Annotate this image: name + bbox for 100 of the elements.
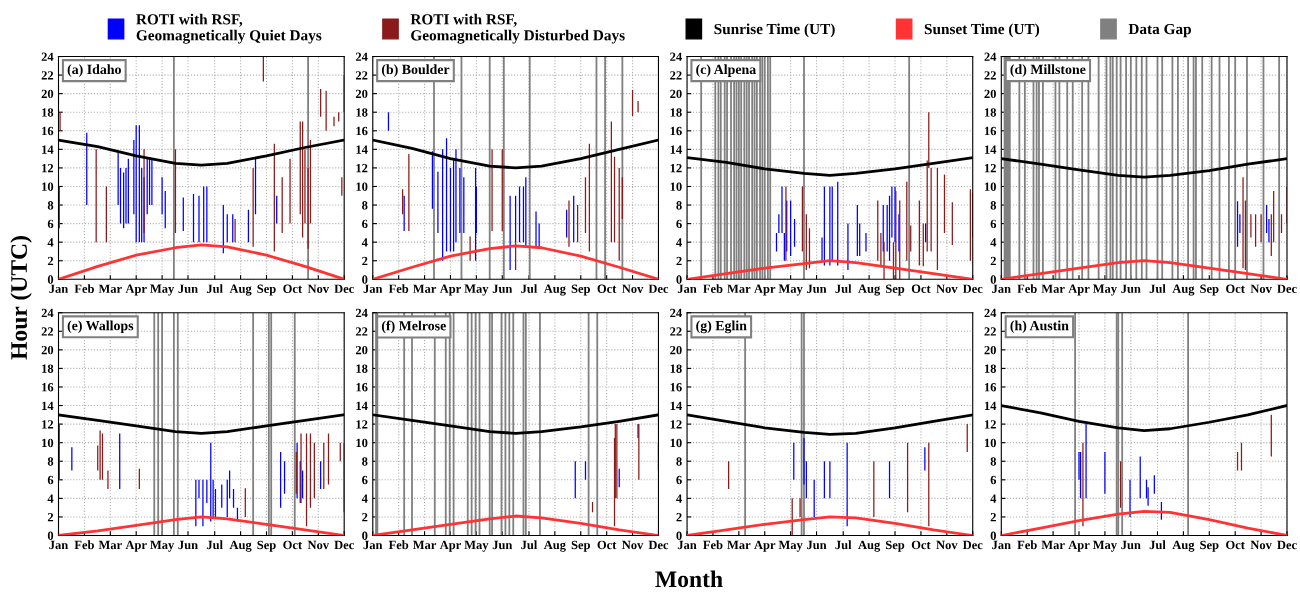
y-tick-label: 4: [990, 494, 997, 503]
y-tick-label: 4: [676, 494, 682, 503]
y-tick-label: 6: [676, 219, 682, 229]
x-tick-label: Jul: [206, 284, 223, 293]
y-tick-label: 22: [41, 71, 54, 80]
y-tick-label: 2: [676, 256, 682, 266]
y-tick-label: 10: [984, 182, 996, 191]
y-tick-label: 2: [47, 256, 54, 266]
x-tick-label: Nov: [622, 540, 644, 550]
x-tick-label: May: [464, 540, 489, 552]
x-tick-label: Jan: [992, 540, 1011, 550]
legend-label: Data Gap: [1128, 23, 1191, 38]
y-tick-label: 6: [990, 475, 997, 485]
x-tick-label: Jul: [521, 540, 538, 550]
y-tick-label: 12: [984, 163, 996, 173]
x-tick-label: Aug: [858, 540, 881, 552]
text: (f) Melrose: [381, 320, 446, 334]
y-tick-label: 10: [42, 182, 54, 191]
y-tick-label: 16: [670, 126, 682, 136]
y-tick-label: 24: [984, 308, 997, 318]
y-tick-label: 0: [676, 275, 682, 284]
y-tick-label: 20: [355, 89, 368, 99]
x-tick-label: Nov: [622, 284, 644, 293]
x-tick-label: Jan: [363, 540, 383, 550]
y-tick-label: 14: [670, 145, 682, 154]
y-tick-label: 14: [984, 145, 997, 154]
x-tick-label: Apr: [1068, 540, 1090, 552]
text: (b) Boulder: [381, 64, 450, 77]
y-tick-label: 2: [362, 512, 368, 522]
y-tick-label: 22: [41, 327, 54, 336]
y-tick-label: 10: [984, 438, 996, 448]
x-tick-label: Jul: [1149, 540, 1166, 550]
y-tick-label: 2: [47, 512, 54, 522]
y-tick-label: 12: [356, 420, 368, 429]
y-tick-label: 10: [356, 438, 368, 448]
y-tick-label: 4: [47, 494, 54, 503]
x-tick-label: Oct: [597, 284, 617, 293]
x-tick-label: Sep: [257, 284, 276, 296]
x-tick-label: Jun: [492, 284, 513, 293]
y-tick-label: 24: [670, 52, 682, 61]
y-tick-label: 8: [990, 457, 997, 466]
x-tick-label: Mar: [1041, 284, 1065, 293]
x-tick-label: Jun: [807, 540, 827, 550]
legend-label: Sunset Time (UT): [924, 23, 1040, 38]
y-tick-label: 24: [984, 52, 997, 61]
y-tick-label: 20: [670, 89, 682, 99]
y-tick-label: 10: [670, 438, 682, 448]
y-tick-label: 12: [984, 420, 996, 429]
x-tick-label: Feb: [388, 540, 409, 550]
y-tick-label: 0: [362, 275, 368, 284]
x-tick-label: Mar: [98, 284, 122, 293]
y-tick-label: 20: [41, 89, 54, 99]
x-tick-label: Feb: [74, 540, 94, 550]
x-tick-label: Aug: [229, 540, 252, 552]
y-tick-label: 10: [42, 438, 54, 448]
x-tick-label: Aug: [858, 284, 881, 296]
y-tick-label: 14: [356, 401, 368, 410]
y-tick-label: 2: [362, 256, 368, 266]
x-tick-label: Feb: [703, 284, 723, 293]
x-tick-label: Apr: [439, 284, 461, 296]
x-tick-label: Oct: [1226, 284, 1245, 293]
y-tick-label: 6: [362, 475, 368, 485]
x-tick-label: Feb: [388, 284, 409, 293]
x-tick-label: Oct: [597, 540, 617, 550]
y-tick-label: 20: [984, 345, 996, 355]
y-tick-label: 18: [984, 364, 997, 373]
x-tick-label: Dec: [334, 284, 354, 293]
x-tick-label: Dec: [334, 540, 354, 550]
x-tick-label: Apr: [125, 540, 147, 552]
x-tick-label: Jul: [1149, 284, 1166, 293]
x-tick-label: Mar: [412, 540, 437, 550]
y-tick-label: 18: [42, 108, 54, 117]
x-tick-label: Mar: [1041, 540, 1065, 550]
x-tick-label: Oct: [911, 540, 931, 550]
y-tick-label: 14: [356, 145, 368, 154]
y-tick-label: 14: [42, 145, 54, 154]
x-tick-label: Dec: [648, 540, 669, 550]
x-tick-label: Dec: [962, 540, 983, 550]
x-tick-label: Sep: [571, 284, 590, 296]
x-tick-label: Jun: [178, 540, 198, 550]
y-tick-label: 24: [355, 308, 368, 318]
x-tick-label: Jan: [49, 284, 69, 293]
y-tick-label: 12: [42, 420, 54, 429]
x-tick-label: Dec: [648, 284, 669, 293]
y-tick-label: 14: [670, 401, 682, 410]
y-tick-label: 16: [42, 126, 54, 136]
y-tick-label: 16: [42, 383, 54, 392]
y-tick-label: 18: [670, 108, 682, 117]
y-tick-label: 0: [47, 275, 54, 284]
x-tick-label: Apr: [754, 284, 776, 296]
y-tick-label: 8: [47, 457, 54, 466]
x-tick-label: Nov: [307, 540, 330, 550]
x-tick-label: Jul: [835, 540, 852, 550]
text: (h) Austin: [1010, 320, 1069, 334]
y-tick-label: 6: [47, 219, 54, 229]
x-tick-label: Sep: [1200, 540, 1219, 552]
legend-label: ROTI with RSF, Geomagnetically Disturbed Days: [410, 13, 625, 44]
y-tick-label: 24: [41, 308, 54, 318]
y-tick-label: 12: [670, 163, 682, 173]
x-tick-label: Apr: [125, 284, 147, 296]
